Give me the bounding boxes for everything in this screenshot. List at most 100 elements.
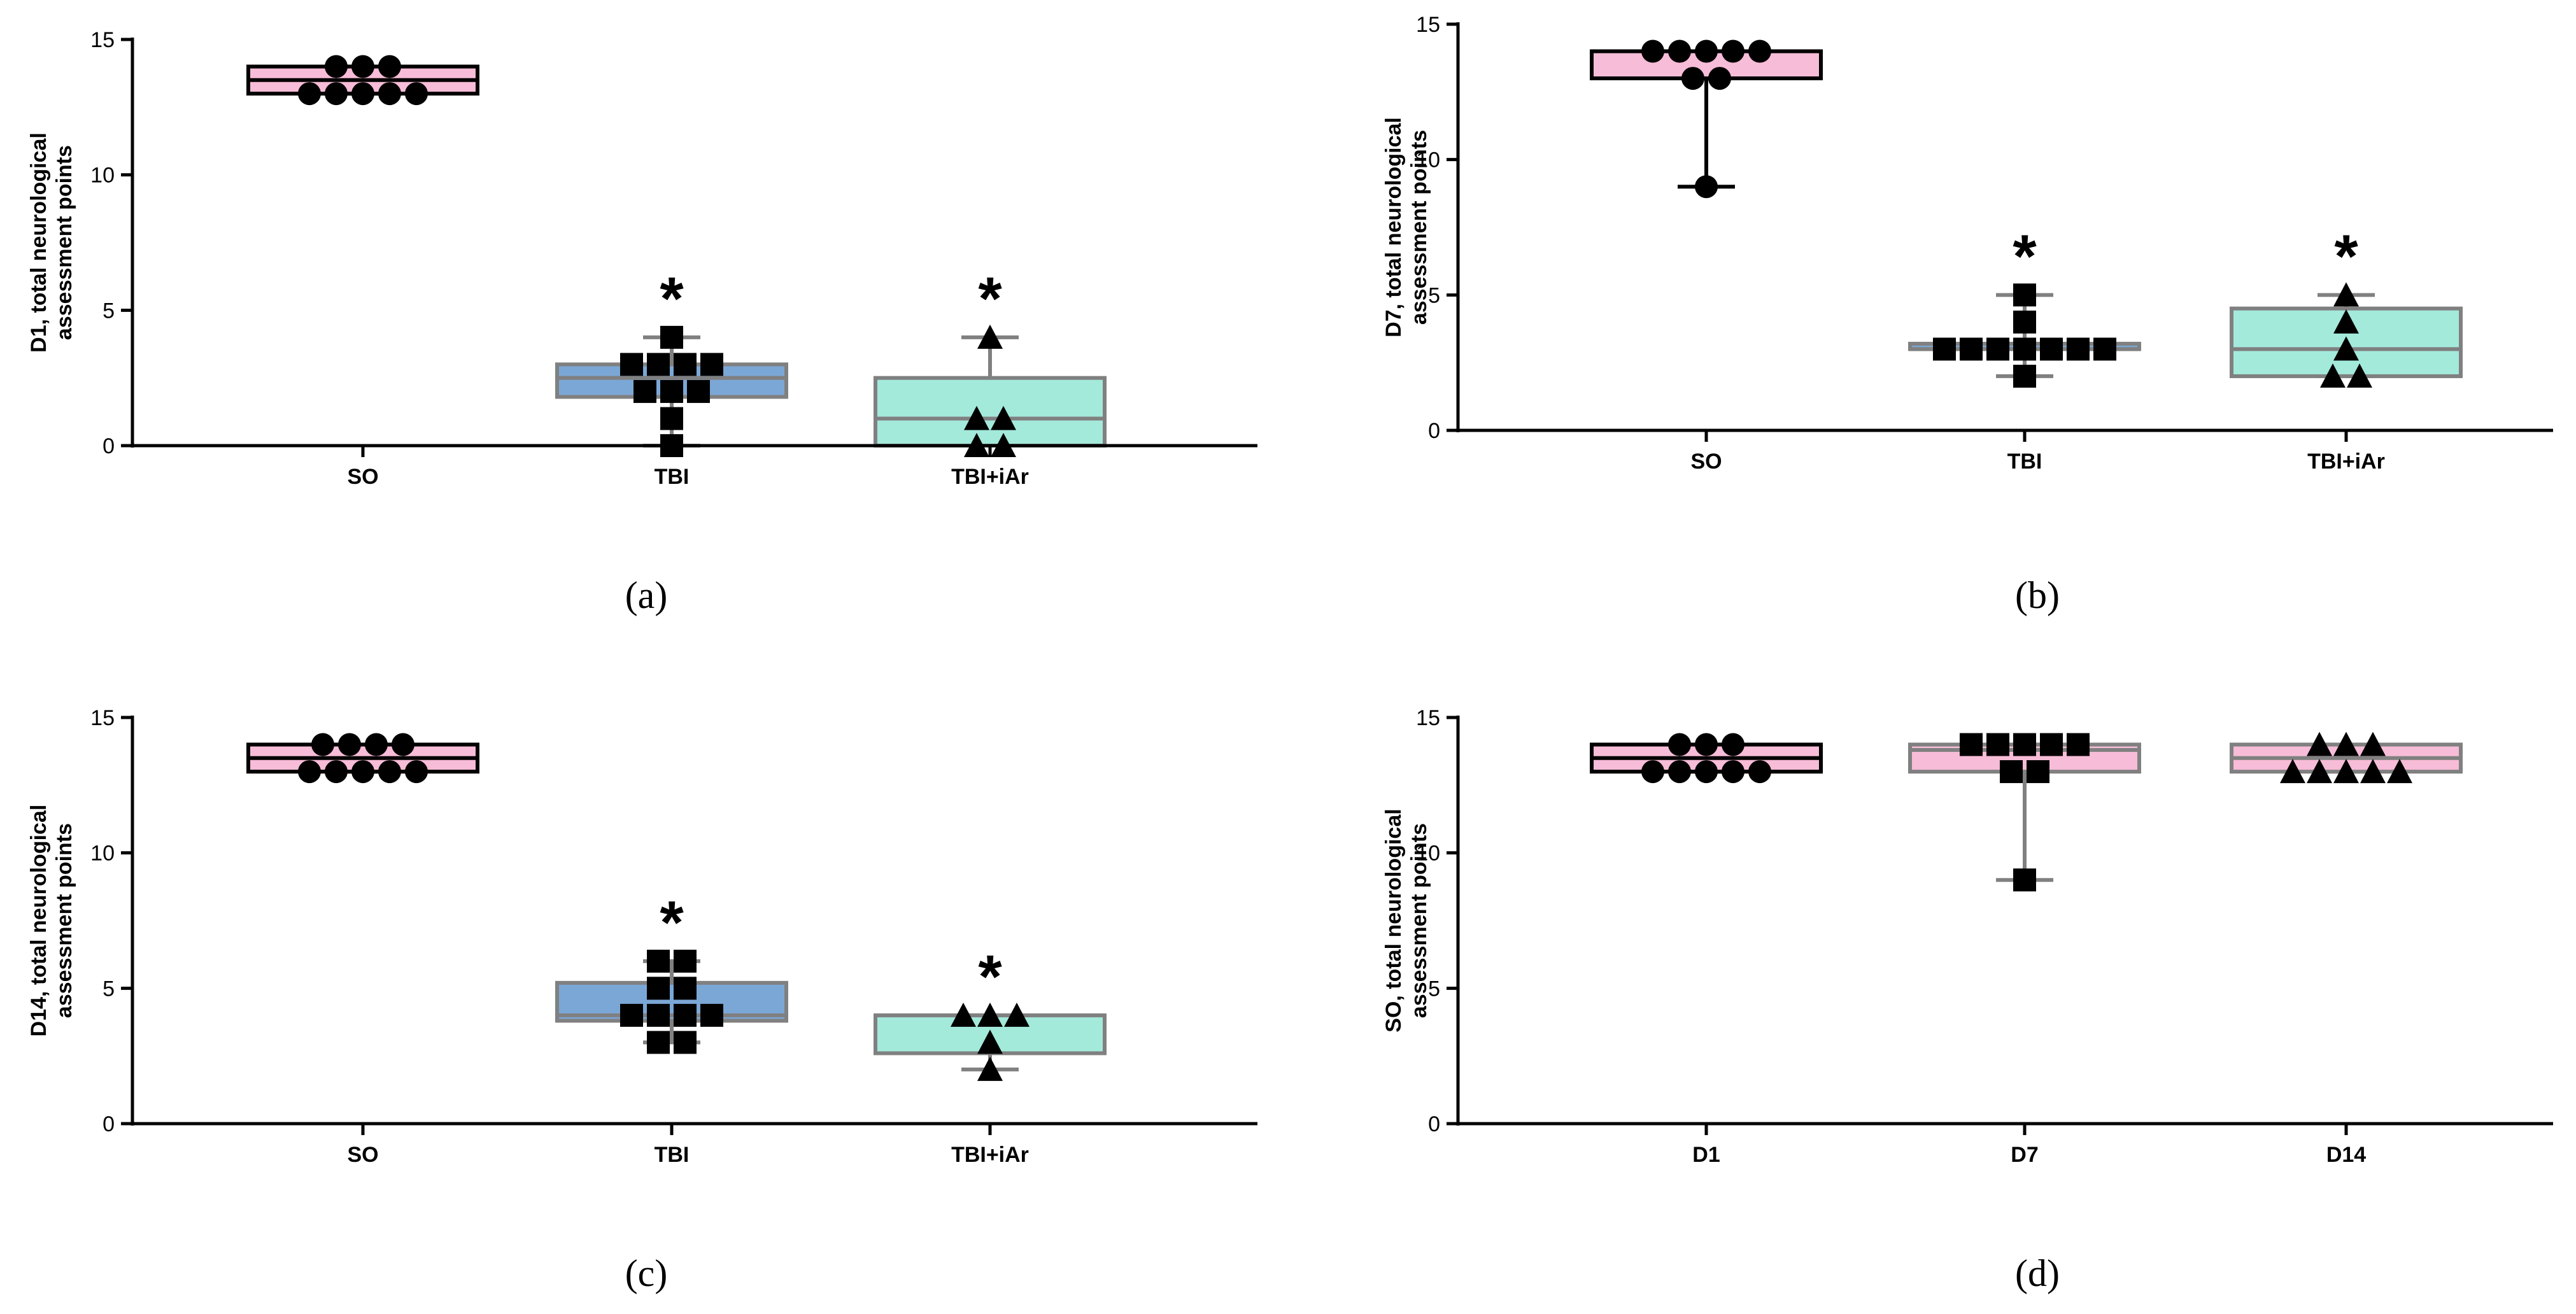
y-axis-label-line: assessment points — [52, 823, 76, 1018]
data-point — [1722, 39, 1744, 63]
x-tick-label: TBI+iAr — [2307, 449, 2385, 474]
data-point — [351, 760, 374, 784]
data-point — [2320, 363, 2346, 388]
data-point — [2360, 759, 2386, 784]
x-tick-label: TBI+iAr — [951, 465, 1029, 489]
data-point — [1695, 733, 1718, 756]
box-so — [1590, 39, 1823, 199]
data-point — [620, 1003, 643, 1027]
box-tbi-iar: * — [2230, 222, 2463, 388]
data-point — [2333, 336, 2359, 361]
data-point — [2387, 759, 2412, 784]
y-tick-label: 10 — [1416, 842, 1440, 866]
data-point — [951, 1002, 976, 1027]
data-point — [298, 760, 321, 784]
x-tick-label: TBI — [655, 465, 690, 489]
data-point — [660, 407, 683, 430]
data-point — [977, 1029, 1003, 1054]
data-point — [647, 977, 670, 1000]
y-tick-label: 15 — [90, 28, 115, 52]
box-d7 — [1908, 733, 2141, 892]
x-tick-label: SO — [347, 465, 378, 489]
y-axis-label: SO, total neurologicalassessment points — [1382, 809, 1431, 1032]
data-point — [378, 82, 401, 106]
box-so — [246, 733, 479, 784]
data-point — [687, 379, 710, 403]
data-point — [674, 949, 697, 973]
data-point — [2040, 733, 2063, 756]
data-point — [2067, 337, 2090, 361]
chart-panel-d: D1 D7 D14 0 5 10 15 SO, total neurologicalasses… — [1382, 706, 2553, 1294]
data-point — [1986, 733, 2009, 756]
y-tick-label: 10 — [90, 164, 115, 188]
data-point — [298, 82, 321, 106]
box-so — [246, 55, 479, 106]
box-tbi-iar: * — [874, 943, 1107, 1081]
data-point — [1004, 1002, 1030, 1027]
y-axis-label: D7, total neurologicalassessment points — [1382, 117, 1431, 337]
significance-marker: * — [660, 265, 684, 333]
data-point — [647, 1003, 670, 1027]
data-point — [2013, 364, 2036, 388]
significance-marker: * — [978, 265, 1002, 333]
data-point — [2333, 731, 2359, 756]
y-tick-label: 5 — [1428, 977, 1440, 1001]
y-axis-label-line: SO, total neurological — [1382, 809, 1406, 1032]
y-axis-label-line: D1, total neurological — [27, 132, 51, 353]
data-point — [674, 977, 697, 1000]
data-point — [2013, 868, 2036, 892]
data-point — [647, 1031, 670, 1054]
data-point — [1641, 39, 1664, 63]
y-axis-label-line: assessment points — [1407, 823, 1431, 1018]
y-tick-label: 5 — [103, 977, 115, 1001]
data-point — [1668, 39, 1691, 63]
panel-label: (d) — [2015, 1252, 2060, 1294]
box-iqr — [874, 376, 1107, 448]
data-point — [660, 325, 683, 349]
data-point — [325, 82, 348, 106]
y-axis-label: D1, total neurologicalassessment points — [27, 132, 76, 353]
chart-panel-a: SO * TBI * TBI+iAr 0 5 10 15 D1, total neurologic… — [27, 28, 1257, 616]
data-point — [1695, 39, 1718, 63]
data-point — [378, 760, 401, 784]
data-point — [1695, 760, 1718, 784]
data-point — [647, 949, 670, 973]
y-tick-label: 5 — [103, 299, 115, 323]
data-point — [674, 353, 697, 376]
x-tick-label: D7 — [2011, 1143, 2038, 1167]
y-axis-label-line: assessment points — [52, 145, 76, 340]
box-tbi: * — [555, 265, 788, 457]
box-tbi: * — [1908, 222, 2141, 388]
box-tbi-iar: * — [874, 265, 1107, 457]
data-point — [405, 82, 428, 106]
box-d1 — [1590, 733, 1823, 784]
y-tick-label: 5 — [1428, 283, 1440, 307]
data-point — [351, 82, 374, 106]
data-point — [2307, 731, 2332, 756]
x-tick-label: SO — [1690, 449, 1722, 474]
box-tbi: * — [555, 889, 788, 1054]
data-point — [1722, 733, 1744, 756]
data-point — [2333, 759, 2359, 784]
data-point — [1960, 337, 1983, 361]
data-point — [325, 55, 348, 78]
significance-marker: * — [2013, 222, 2037, 290]
y-tick-label: 0 — [1428, 419, 1440, 443]
data-point — [2027, 760, 2049, 784]
y-tick-label: 0 — [103, 434, 115, 458]
data-point — [2280, 759, 2305, 784]
data-point — [1668, 733, 1691, 756]
data-point — [2013, 310, 2036, 334]
data-point — [2000, 760, 2023, 784]
data-point — [1695, 175, 1718, 199]
significance-marker: * — [978, 943, 1002, 1011]
data-point — [2333, 309, 2359, 334]
data-point — [1933, 337, 1956, 361]
y-tick-label: 15 — [1416, 13, 1440, 37]
data-point — [365, 733, 388, 756]
x-tick-label: SO — [347, 1143, 378, 1167]
data-point — [311, 733, 334, 756]
data-point — [405, 760, 428, 784]
x-tick-label: TBI+iAr — [951, 1143, 1029, 1167]
data-point — [378, 55, 401, 78]
